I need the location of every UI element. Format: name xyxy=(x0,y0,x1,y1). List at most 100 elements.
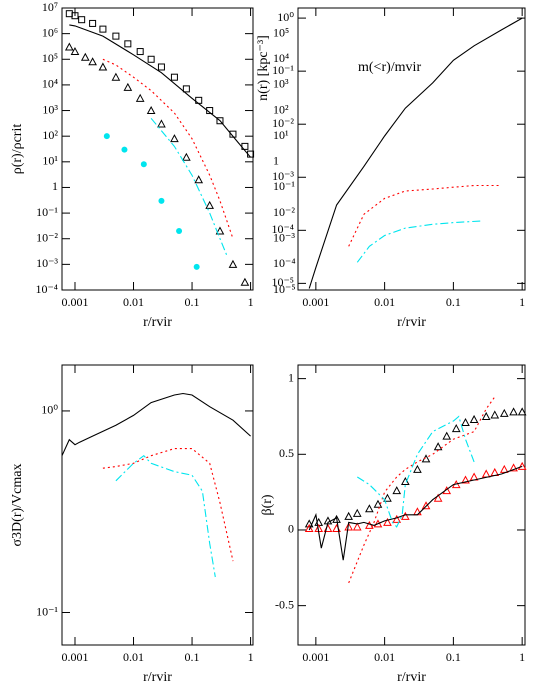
y-tick-label: 1 xyxy=(288,370,294,384)
triangle-marker xyxy=(509,407,518,416)
y-tick-label: -0.5 xyxy=(275,597,294,611)
y-tick-label: 10⁻³ xyxy=(36,256,58,270)
triangle-marker xyxy=(157,119,166,128)
triangle-marker xyxy=(383,493,392,502)
y2-tick-label: 1 xyxy=(273,154,279,168)
y-tick-label: 10⁻² xyxy=(36,230,58,244)
triangle-marker xyxy=(88,57,97,66)
y-tick-label: 10¹ xyxy=(42,154,58,168)
triangle-marker xyxy=(215,226,225,235)
triangle-marker xyxy=(499,464,509,473)
triangle-marker xyxy=(344,511,354,520)
square-marker xyxy=(229,130,237,138)
x-axis-label: r/rvir xyxy=(143,315,172,330)
series-line xyxy=(348,396,496,584)
x-axis-label: r/rvir xyxy=(397,315,426,330)
y-tick-label: 10⁻¹ xyxy=(272,63,294,77)
circle-marker xyxy=(193,263,200,270)
square-marker xyxy=(78,16,86,24)
y2-tick-label: 10⁻² xyxy=(273,205,295,219)
plot-frame xyxy=(297,364,526,646)
triangle-marker xyxy=(146,105,156,115)
plot-frame xyxy=(61,7,254,291)
triangle-marker xyxy=(64,42,74,51)
series-line xyxy=(69,24,252,158)
series-line xyxy=(348,184,502,247)
series-line xyxy=(102,448,234,562)
triangle-marker xyxy=(373,499,383,508)
triangle-marker xyxy=(442,431,452,440)
triangle-marker xyxy=(240,277,250,286)
triangle-marker xyxy=(383,517,392,526)
y-tick-label: 10⁰ xyxy=(41,403,58,417)
x-tick-label: 0.001 xyxy=(302,650,329,664)
triangle-marker xyxy=(135,93,145,102)
triangle-marker xyxy=(392,486,402,495)
y-tick-label: 10⁶ xyxy=(42,25,58,39)
triangle-marker xyxy=(373,519,383,528)
triangle-marker xyxy=(182,152,191,161)
annotation: m(<r)/mvir xyxy=(358,60,421,75)
y2-tick-label: 10³ xyxy=(273,77,289,91)
triangle-marker xyxy=(194,175,204,184)
x-tick-label: 0.01 xyxy=(123,295,144,309)
x-tick-label: 1 xyxy=(519,650,525,664)
triangle-marker xyxy=(392,514,402,523)
y-tick-label: 0.5 xyxy=(279,446,294,460)
square-marker xyxy=(247,150,255,158)
triangle-marker xyxy=(481,411,491,420)
x-tick-label: 0.1 xyxy=(446,295,461,309)
square-marker xyxy=(170,73,178,81)
y-tick-label: 10⁵ xyxy=(42,51,58,65)
square-marker xyxy=(99,25,107,33)
triangle-marker xyxy=(228,259,238,268)
square-marker xyxy=(195,96,203,104)
y2-axis-label: n(r) [kpc⁻³] xyxy=(256,35,271,101)
x-tick-label: 0.01 xyxy=(374,295,395,309)
y-tick-label: 10⁷ xyxy=(42,0,58,14)
plot-frame xyxy=(297,7,526,291)
y-tick-label: 10⁻⁴ xyxy=(271,222,294,236)
x-tick-label: 1 xyxy=(519,295,525,309)
y-axis-label: σ3D(r)/Vcmax xyxy=(10,464,25,547)
circle-marker xyxy=(103,133,110,140)
triangle-marker xyxy=(365,520,374,529)
x-tick-label: 1 xyxy=(248,650,254,664)
triangle-marker xyxy=(461,475,470,484)
series-line xyxy=(357,415,475,528)
square-marker xyxy=(136,48,144,56)
y2-tick-label: 10¹ xyxy=(273,128,289,142)
y-tick-label: 0 xyxy=(288,522,294,536)
triangle-marker xyxy=(451,424,461,433)
series-line xyxy=(356,220,481,263)
series-line xyxy=(115,454,216,578)
y2-tick-label: 10⁻¹ xyxy=(273,179,295,193)
square-marker xyxy=(112,32,120,40)
triangle-marker xyxy=(481,469,491,478)
triangle-marker xyxy=(365,504,374,513)
circle-marker xyxy=(140,161,147,168)
square-marker xyxy=(65,10,73,18)
circle-marker xyxy=(158,197,165,204)
y-axis-label: β(r) xyxy=(260,494,275,515)
circle-marker xyxy=(121,146,128,153)
y-tick-label: 10² xyxy=(42,128,58,142)
square-marker xyxy=(147,55,155,63)
square-marker xyxy=(216,117,224,125)
triangle-marker xyxy=(123,82,133,91)
triangle-marker xyxy=(469,414,479,423)
x-tick-label: 0.01 xyxy=(374,650,395,664)
y2-tick-label: 10⁻³ xyxy=(273,230,295,244)
x-axis-label: r/rvir xyxy=(397,670,426,685)
square-marker xyxy=(241,142,249,150)
y2-tick-label: 10⁵ xyxy=(273,25,289,39)
triangle-marker xyxy=(433,493,443,502)
x-tick-label: 1 xyxy=(248,295,254,309)
triangle-marker xyxy=(421,501,431,510)
triangle-marker xyxy=(461,417,470,427)
triangle-marker xyxy=(304,519,314,528)
y-tick-label: 10⁻⁴ xyxy=(35,282,58,296)
triangle-marker xyxy=(413,507,422,516)
y2-tick-label: 10⁻⁴ xyxy=(273,256,296,270)
